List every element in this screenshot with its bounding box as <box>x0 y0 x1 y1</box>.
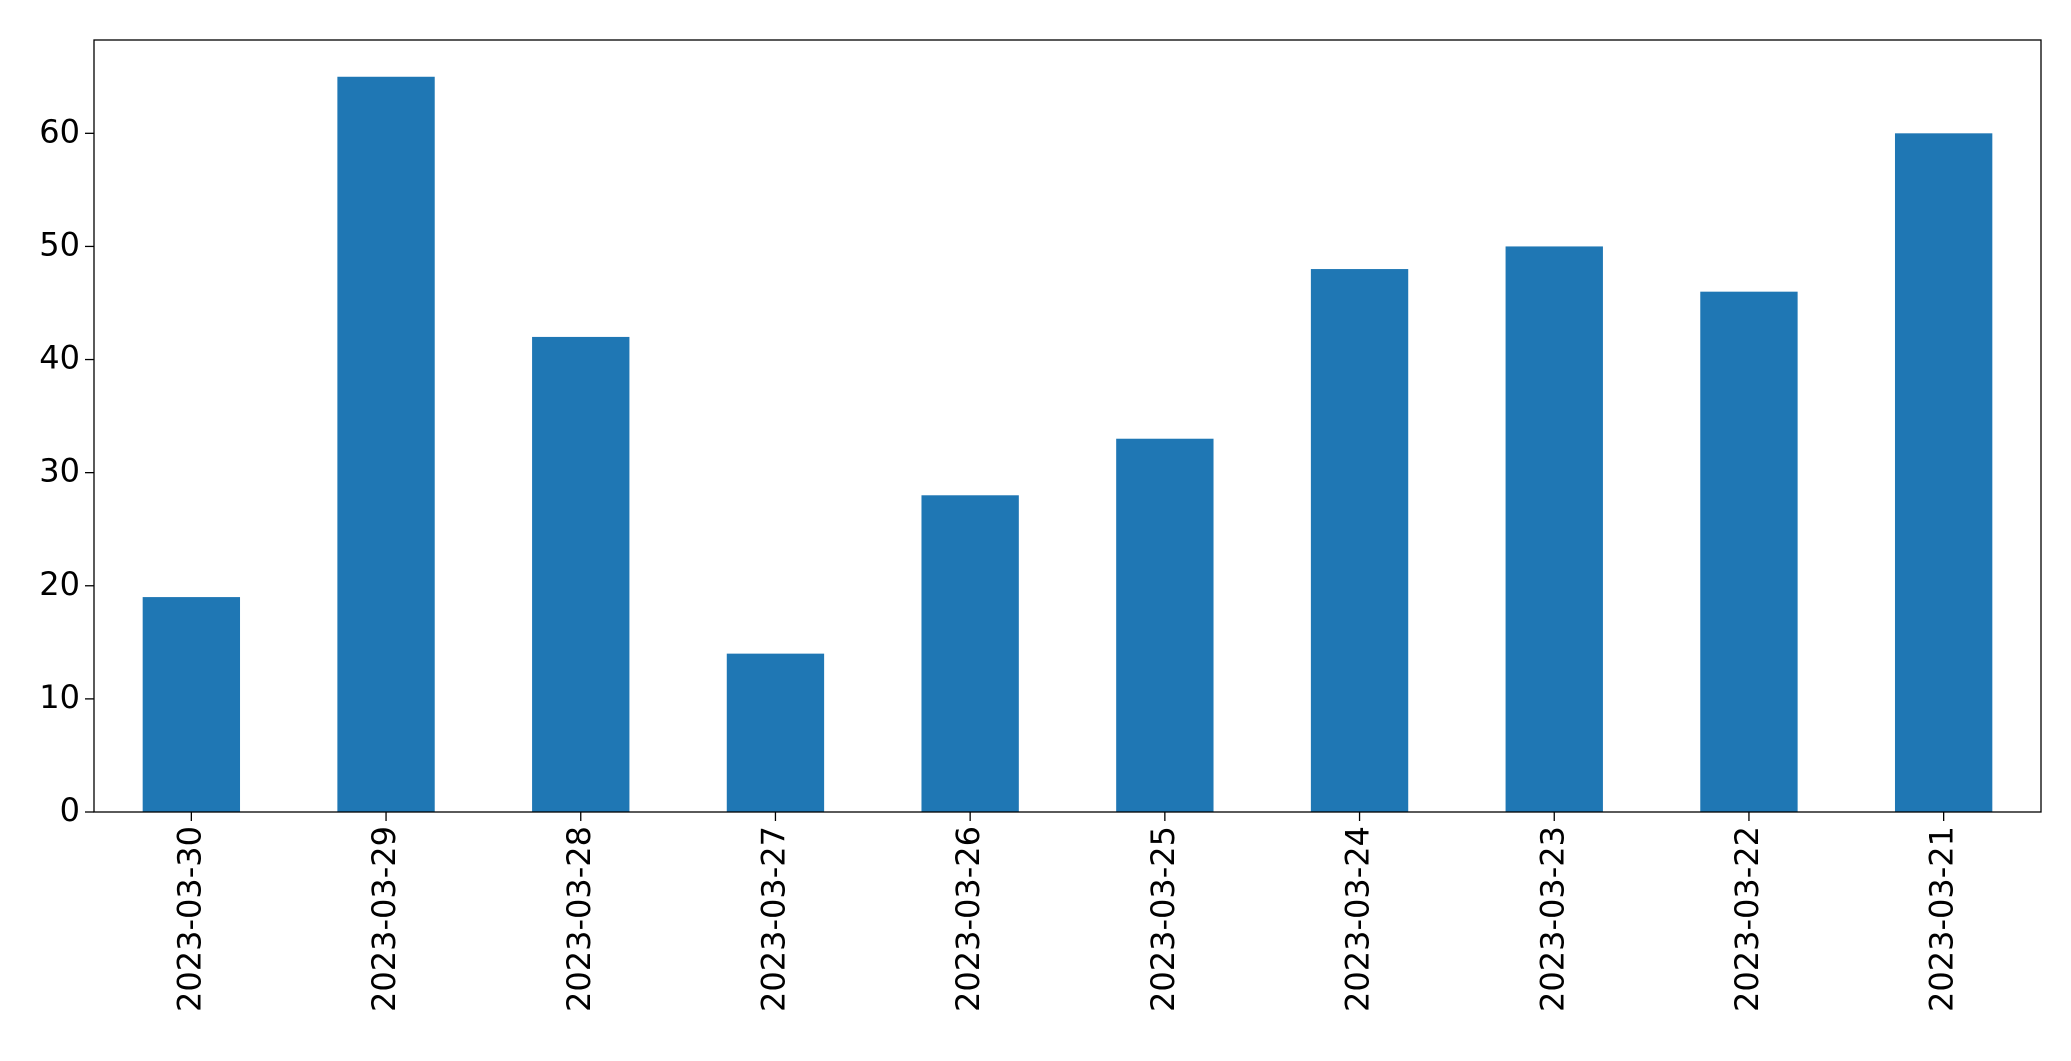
y-tick-label: 20 <box>39 565 80 603</box>
x-tick-label: 2023-03-21 <box>1923 826 1961 1012</box>
x-tick-label: 2023-03-23 <box>1533 826 1571 1012</box>
x-tick-label: 2023-03-26 <box>949 826 987 1012</box>
bar <box>1116 438 1214 812</box>
bar <box>337 76 435 812</box>
y-tick-label: 10 <box>39 678 80 716</box>
axes-frame <box>93 39 2042 813</box>
bar <box>726 653 825 812</box>
x-tick-label: 2023-03-24 <box>1339 826 1377 1012</box>
y-tick-label: 0 <box>60 791 80 829</box>
bar <box>1700 291 1798 813</box>
bar <box>921 495 1019 812</box>
bar <box>142 597 241 812</box>
y-tick-label: 60 <box>39 112 80 150</box>
x-tick-label: 2023-03-29 <box>365 826 403 1012</box>
x-tick-label: 2023-03-25 <box>1144 826 1182 1012</box>
x-tick-label: 2023-03-22 <box>1728 826 1766 1012</box>
bar <box>1310 269 1409 812</box>
bar <box>532 336 630 812</box>
bar <box>1505 246 1603 812</box>
bar <box>1894 133 1993 813</box>
x-tick-label: 2023-03-27 <box>754 826 792 1012</box>
x-tick-label: 2023-03-28 <box>560 826 598 1012</box>
y-tick-label: 40 <box>39 339 80 377</box>
y-tick-label: 50 <box>39 225 80 263</box>
y-tick-label: 30 <box>39 452 80 490</box>
x-tick-label: 2023-03-30 <box>170 826 208 1012</box>
